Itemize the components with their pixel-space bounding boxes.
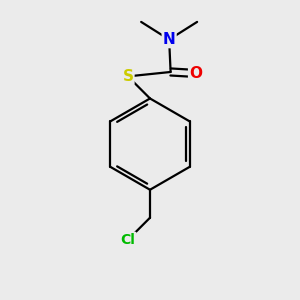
- Text: N: N: [163, 32, 175, 47]
- Text: S: S: [122, 69, 134, 84]
- Text: O: O: [189, 66, 202, 81]
- Text: Cl: Cl: [121, 233, 135, 247]
